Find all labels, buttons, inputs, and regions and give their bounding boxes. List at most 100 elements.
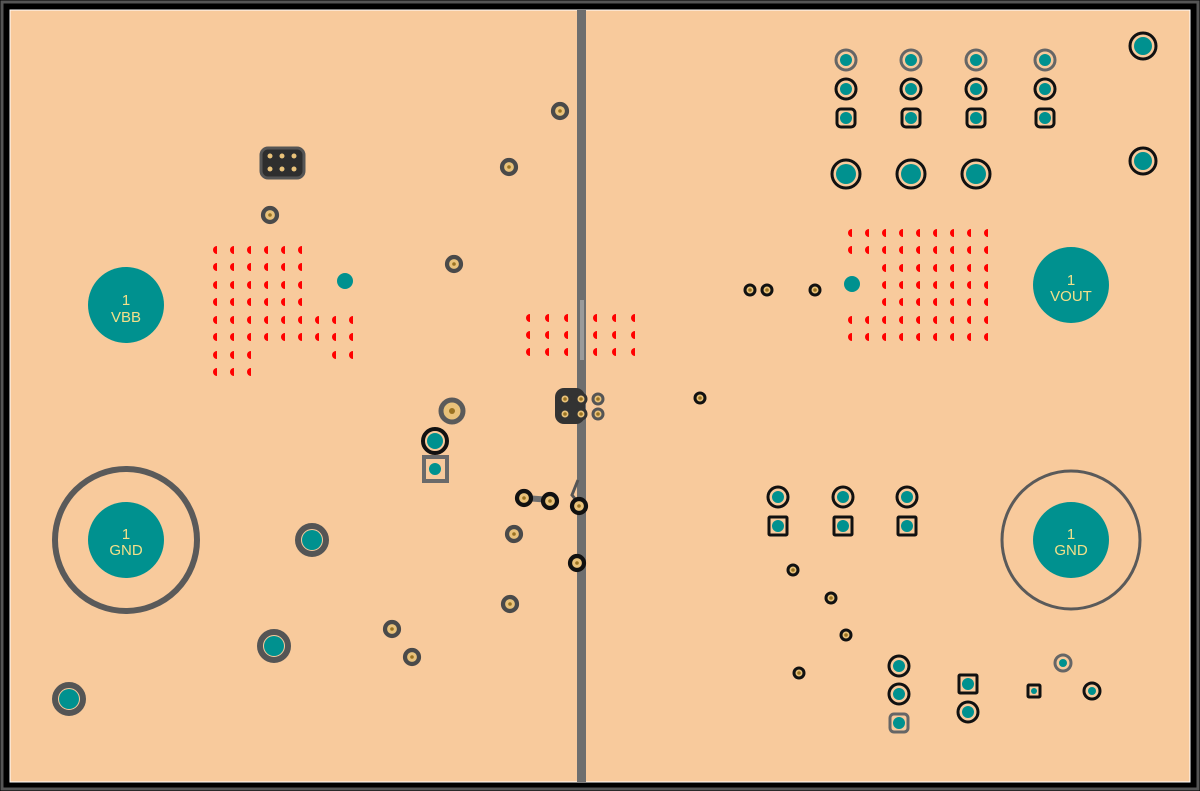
via-drill [596,412,600,416]
test-point[interactable] [844,276,860,292]
stitch-via [899,281,903,289]
via-drill [512,532,516,536]
stitch-via [281,298,285,306]
stitch-via [899,229,903,237]
stitch-via [967,281,971,289]
stitch-via [281,281,285,289]
pad-copper [905,112,917,124]
via-drill [596,397,600,401]
pad-gnd-right[interactable]: 1 GND [1000,469,1142,611]
stitch-via [230,368,234,376]
stitch-via [545,314,549,322]
stitch-via [933,281,937,289]
stitch-via [984,229,988,237]
stitch-via [848,316,852,324]
stitch-via [264,298,268,306]
stitch-via [950,281,954,289]
stitch-via [213,298,217,306]
stitch-via [899,298,903,306]
header-pin [279,153,285,159]
stitch-via [526,331,530,339]
pad-number: 1 [122,292,130,309]
pad-gnd-left[interactable]: 1 GND [52,466,200,614]
test-point[interactable] [337,273,353,289]
stitch-via [593,331,597,339]
stitch-via [933,264,937,272]
via-drill [452,262,456,266]
stitch-via [349,316,353,324]
stitch-via [916,229,920,237]
via-drill [765,288,769,292]
stitch-via [882,298,886,306]
pad-copper [905,54,917,66]
stitch-via [916,246,920,254]
stitch-via [899,264,903,272]
via-drill [508,602,512,606]
stitch-via [631,331,635,339]
stitch-via [281,246,285,254]
stitch-via [933,229,937,237]
trace-highlight [580,300,584,360]
via-drill [268,213,272,217]
stitch-via [882,246,886,254]
via-drill [748,288,752,292]
stitch-via [349,351,353,359]
stitch-via [230,263,234,271]
stitch-via [230,281,234,289]
stitch-via [526,314,530,322]
pad-copper [840,112,852,124]
header-connector[interactable] [259,146,306,180]
stitch-via [916,264,920,272]
stitch-via [264,333,268,341]
stitch-via [933,333,937,341]
stitch-via [264,246,268,254]
pad-vout[interactable]: 1 VOUT [1033,247,1109,323]
pad-copper [893,688,905,700]
stitch-via [950,264,954,272]
pad-copper [905,83,917,95]
stitch-via [882,264,886,272]
stitch-via [967,246,971,254]
pad-copper [970,54,982,66]
stitch-via [950,333,954,341]
stitch-via [264,263,268,271]
pad-copper [429,463,441,475]
stitch-via [865,246,869,254]
stitch-via [865,333,869,341]
stitch-via [349,333,353,341]
pad-copper [962,706,974,718]
stitch-via [984,298,988,306]
stitch-via [247,281,251,289]
stitch-via [213,263,217,271]
pad-copper [962,678,974,690]
pad-number: 1 [1067,272,1075,289]
stitch-via [950,229,954,237]
stitch-via [298,263,302,271]
pad-copper [1039,83,1051,95]
pad-copper [840,54,852,66]
stitch-via [967,316,971,324]
via-drill [390,627,394,631]
stitch-via [564,348,568,356]
via-drill [698,396,702,400]
pad-vbb[interactable]: 1 VBB [88,267,164,343]
stitch-via [882,229,886,237]
pad-copper [837,520,849,532]
pad-copper [893,717,905,729]
stitch-via [230,351,234,359]
via-drill [563,412,567,416]
pad-copper [837,491,849,503]
stitch-via [247,316,251,324]
stitch-via [298,298,302,306]
header-pin [267,153,273,159]
via-drill [577,504,581,508]
header-pin [291,166,297,172]
via-drill [558,109,562,113]
pad-copper [59,689,79,709]
via-drill [548,499,552,503]
pad-copper [1088,687,1096,695]
via-drill [579,397,583,401]
via-drill [522,496,526,500]
stitch-via [281,263,285,271]
